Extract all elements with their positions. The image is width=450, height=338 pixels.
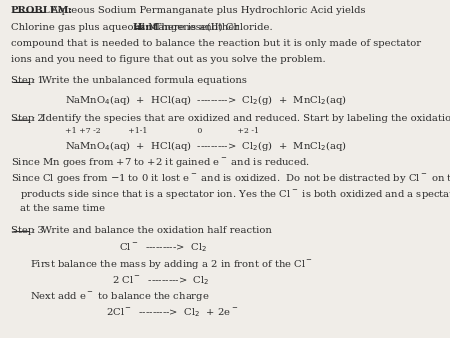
Text: compound that is needed to balance the reaction but it is only made of spectator: compound that is needed to balance the r… [11,39,421,48]
Text: First balance the mass by adding a 2 in front of the Cl$^-$: First balance the mass by adding a 2 in … [30,258,313,271]
Text: Since Cl goes from $-$1 to 0 it lost e$^-$ and is oxidized.  Do not be distracte: Since Cl goes from $-$1 to 0 it lost e$^… [11,172,450,185]
Text: NaMnO$_4$(aq)  +  HCl(aq)  --------->  Cl$_2$(g)  +  MnCl$_2$(aq): NaMnO$_4$(aq) + HCl(aq) ---------> Cl$_2… [65,140,346,153]
Text: Step 1: Step 1 [11,76,44,86]
Text: :  There is another: : There is another [144,23,239,31]
Text: ions and you need to figure that out as you solve the problem.: ions and you need to figure that out as … [11,55,325,64]
Text: Hint: Hint [132,23,157,31]
Text: Cl$^-$  --------->  Cl$_2$: Cl$^-$ ---------> Cl$_2$ [119,242,207,255]
Text: Chlorine gas plus aqueous Mangenese(II) Chloride.: Chlorine gas plus aqueous Mangenese(II) … [11,23,279,32]
Text: Aqueous Sodium Permanganate plus Hydrochloric Acid yields: Aqueous Sodium Permanganate plus Hydroch… [48,6,366,16]
Text: PROBLEM:: PROBLEM: [11,6,73,16]
Text: products side since that is a spectator ion. Yes the Cl$^-$ is both oxidized and: products side since that is a spectator … [20,188,450,201]
Text: Step 2: Step 2 [11,114,44,123]
Text: :  Write the unbalanced formula equations: : Write the unbalanced formula equations [32,76,247,86]
Text: Next add e$^-$ to balance the charge: Next add e$^-$ to balance the charge [30,290,210,303]
Text: :  Identify the species that are oxidized and reduced. Start by labeling the oxi: : Identify the species that are oxidized… [32,114,450,123]
Text: at the same time: at the same time [20,204,106,213]
Text: :  Write and balance the oxidation half reaction: : Write and balance the oxidation half r… [32,225,272,235]
Text: NaMnO$_4$(aq)  +  HCl(aq)  --------->  Cl$_2$(g)  +  MnCl$_2$(aq): NaMnO$_4$(aq) + HCl(aq) ---------> Cl$_2… [65,93,346,106]
Text: 2 Cl$^-$  --------->  Cl$_2$: 2 Cl$^-$ ---------> Cl$_2$ [112,274,210,287]
Text: Step 3: Step 3 [11,225,44,235]
Text: +1 +7 -2           +1-1                    0              +2 -1: +1 +7 -2 +1-1 0 +2 -1 [65,127,259,136]
Text: 2Cl$^-$  --------->  Cl$_2$  + 2e$^-$: 2Cl$^-$ ---------> Cl$_2$ + 2e$^-$ [106,306,238,319]
Text: Since Mn goes from +7 to +2 it gained e$^-$ and is reduced.: Since Mn goes from +7 to +2 it gained e$… [11,155,310,169]
